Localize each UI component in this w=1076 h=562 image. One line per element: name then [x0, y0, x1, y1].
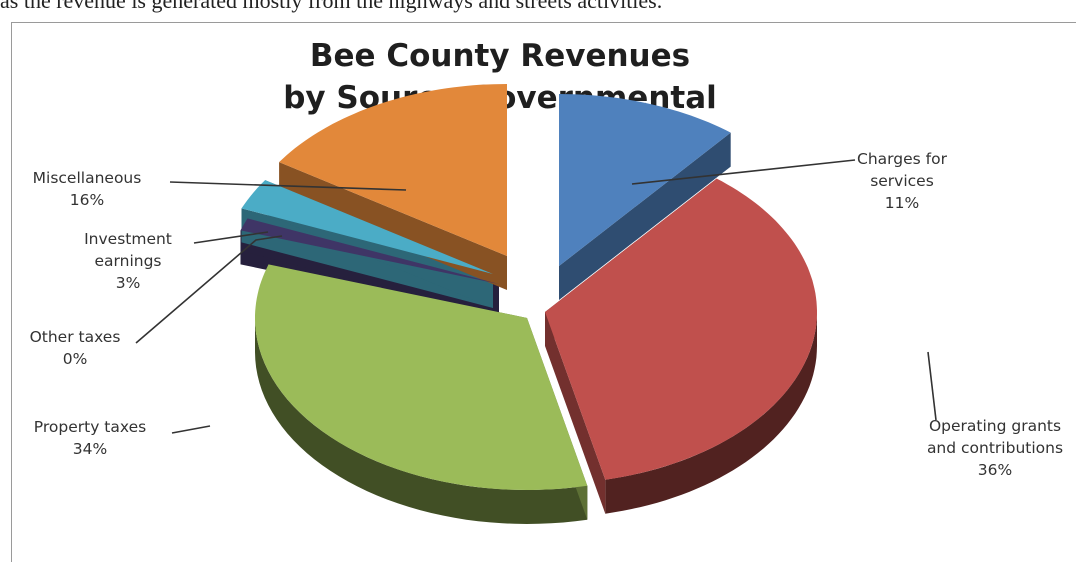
slice-label-miscellaneous: Miscellaneous 16% — [12, 167, 162, 211]
leader-line — [631, 159, 856, 185]
slice-percent: 34% — [72, 440, 108, 458]
pie-slice-investment-earnings — [241, 180, 493, 274]
pie-slice-wall — [605, 312, 817, 514]
pie-slice-charges-for-services — [559, 94, 731, 266]
leader-line — [171, 425, 211, 434]
pie-chart — [135, 84, 937, 524]
chart-title-line-1: Bee County Revenues — [309, 38, 691, 74]
pie-slice-property-taxes — [255, 264, 588, 490]
slice-label-text: and contributions — [926, 439, 1064, 457]
slice-label-other-taxes: Other taxes 0% — [10, 326, 140, 370]
leader-line — [169, 181, 407, 191]
slice-percent: 36% — [977, 461, 1013, 479]
slice-label-text: Property taxes — [33, 418, 147, 436]
slice-label-text: Operating grants — [928, 417, 1062, 435]
pie-slice-cut — [545, 312, 606, 514]
slice-percent: 0% — [62, 350, 88, 368]
slice-label-text: Charges for — [857, 150, 947, 168]
pie-slice-other-taxes — [240, 218, 499, 284]
slice-label-charges-for-services: Charges for services 11% — [842, 148, 962, 214]
slice-label-text: Other taxes — [29, 328, 121, 346]
chart-frame — [11, 22, 1076, 562]
slice-label-text: services — [870, 172, 934, 190]
slice-label-text: Investment — [84, 230, 172, 248]
slice-percent: 3% — [115, 274, 141, 292]
leader-line — [193, 231, 269, 244]
slice-label-text: earnings — [94, 252, 162, 270]
slice-label-text: Miscellaneous — [32, 169, 142, 187]
slice-label-property-taxes: Property taxes 34% — [10, 416, 170, 460]
leader-line — [135, 235, 283, 344]
pie-slice-operating-grants-and-contributions — [545, 178, 817, 480]
caption-text: as the revenue is generated mostly from … — [0, 0, 663, 13]
slice-percent: 11% — [884, 194, 920, 212]
leader-line — [927, 351, 937, 421]
slice-label-operating-grants: Operating grants and contributions 36% — [910, 415, 1076, 481]
pie-tops — [240, 84, 817, 490]
pie-slice-cut — [559, 132, 731, 300]
pie-slice-miscellaneous — [279, 84, 507, 256]
pie-slice-wall — [255, 318, 588, 524]
slice-percent: 16% — [69, 191, 105, 209]
slice-label-investment-earnings: Investment earnings 3% — [58, 228, 198, 294]
